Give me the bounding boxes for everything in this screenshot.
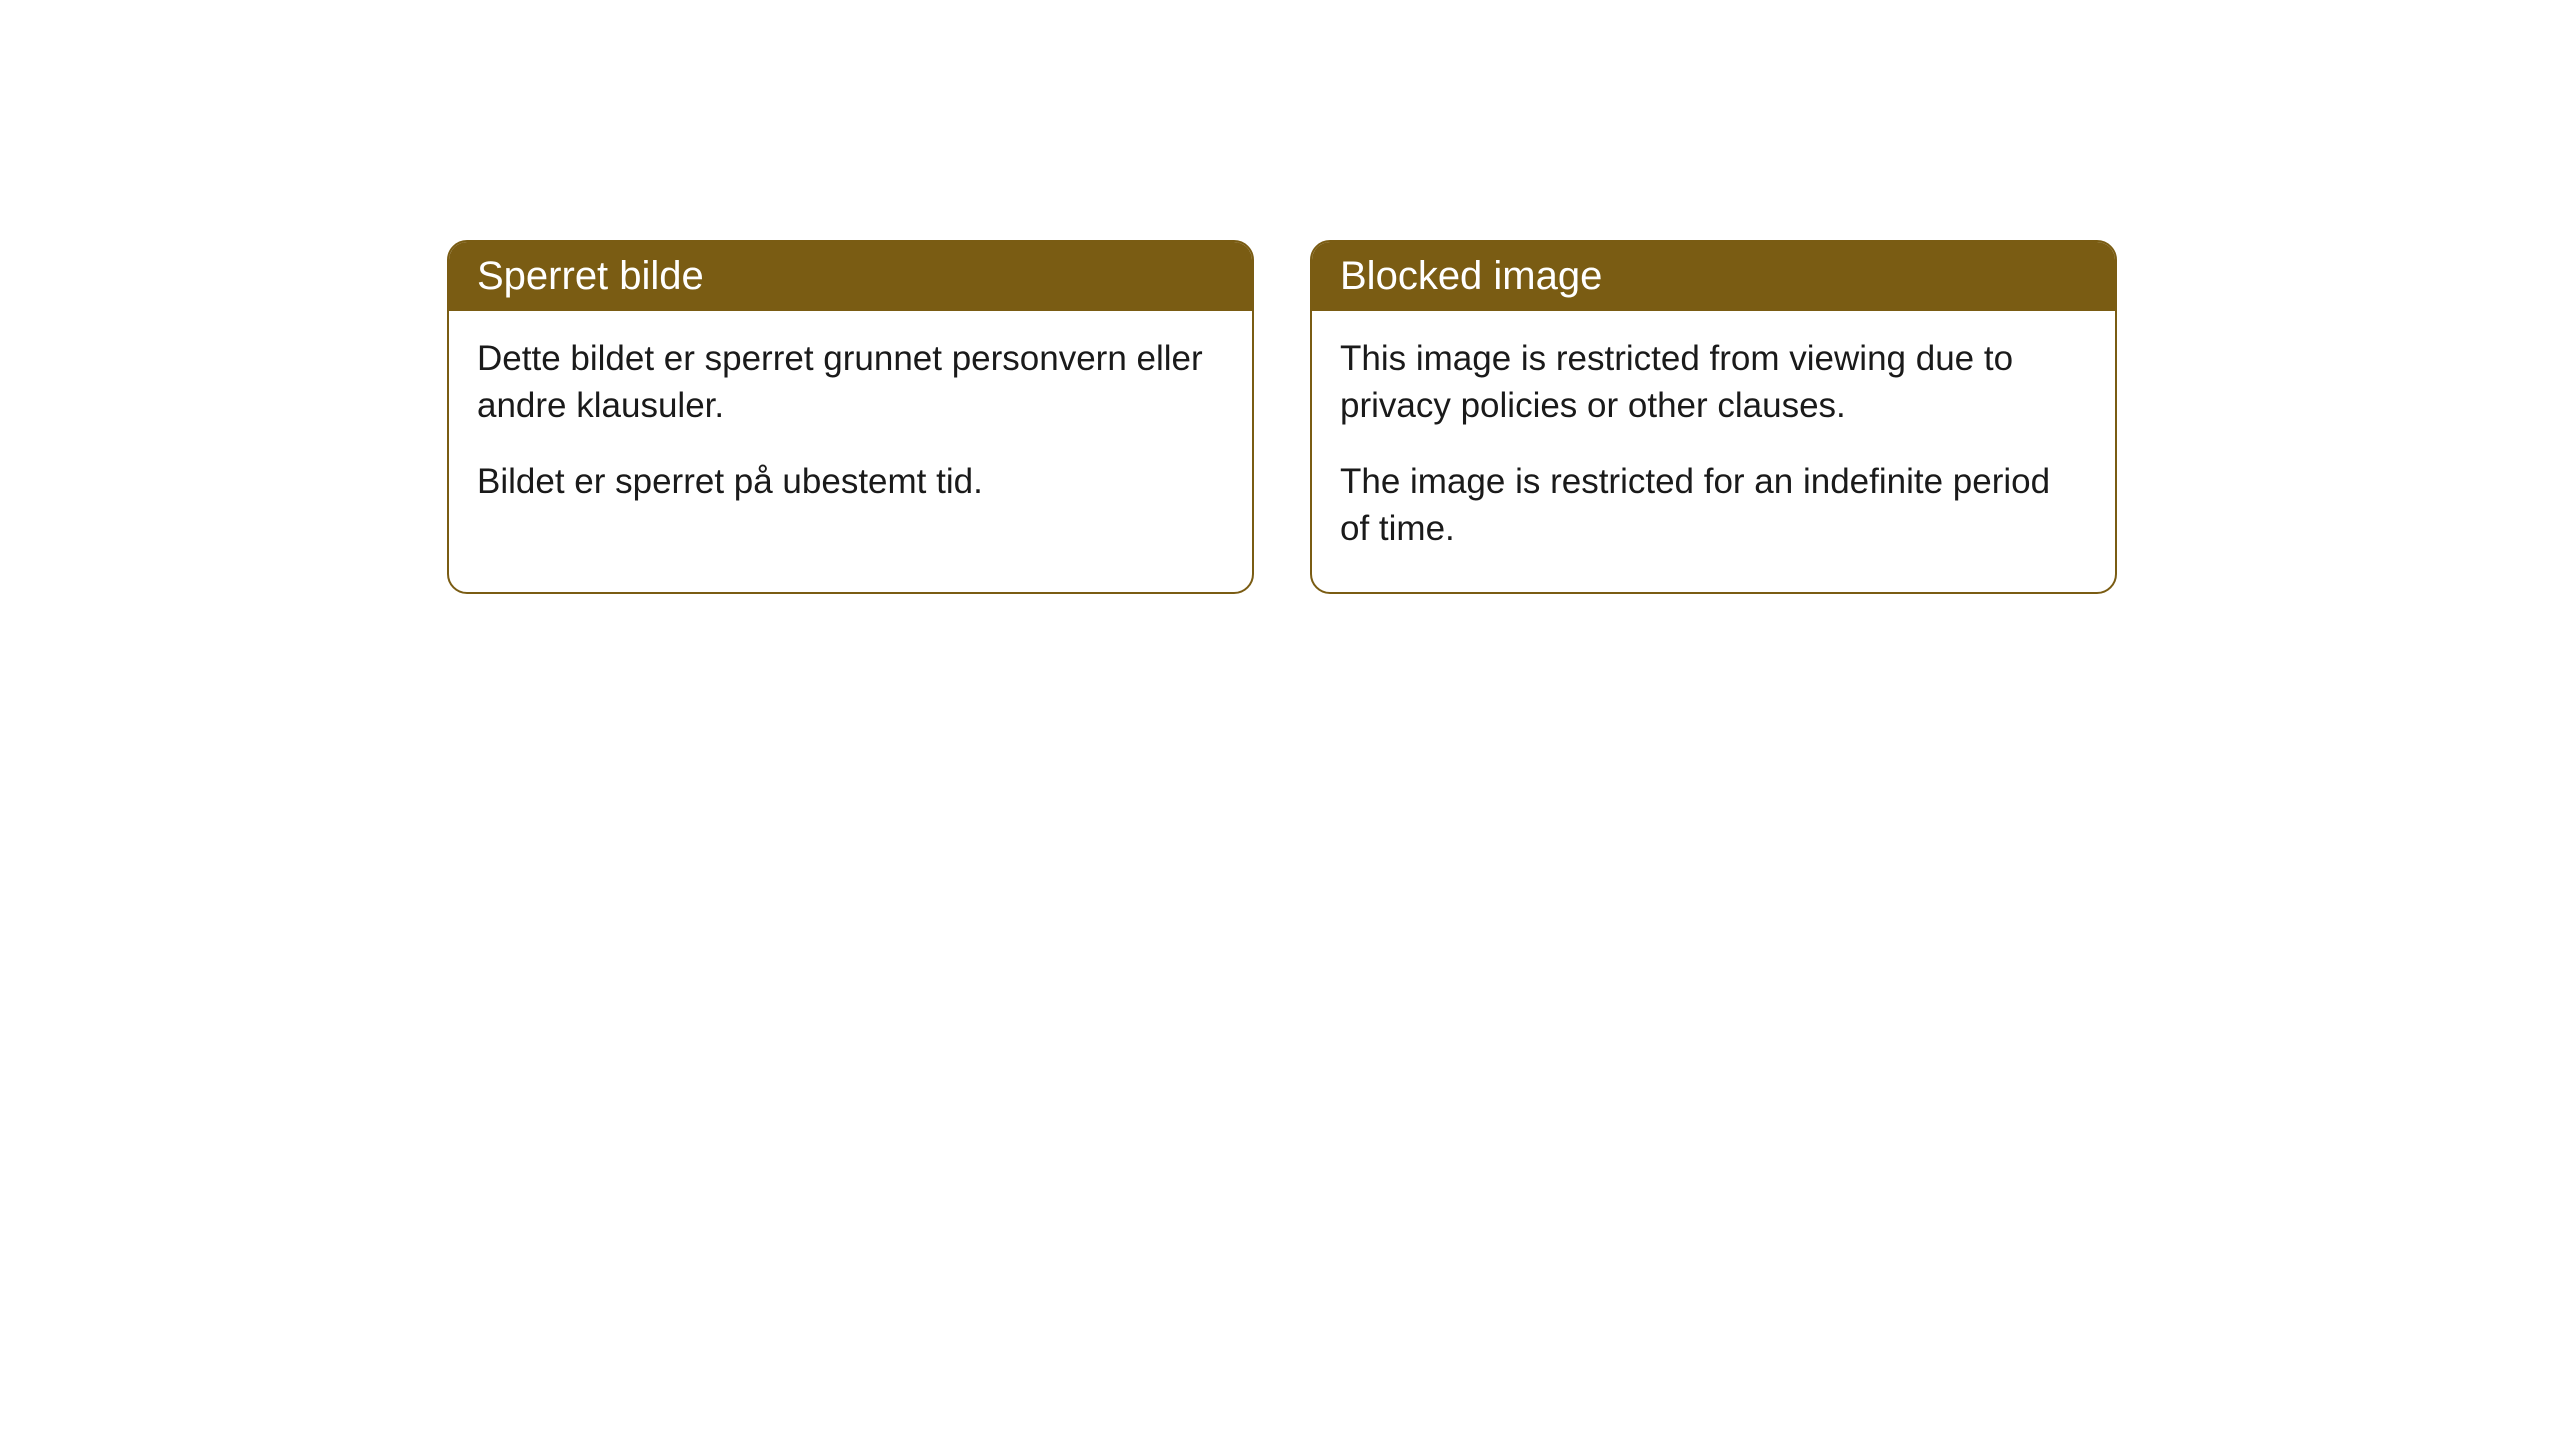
card-header-norwegian: Sperret bilde — [449, 242, 1252, 311]
card-norwegian: Sperret bilde Dette bildet er sperret gr… — [447, 240, 1254, 594]
card-title-english: Blocked image — [1340, 254, 1602, 298]
card-header-english: Blocked image — [1312, 242, 2115, 311]
card-body-norwegian: Dette bildet er sperret grunnet personve… — [449, 311, 1252, 545]
card-title-norwegian: Sperret bilde — [477, 254, 704, 298]
card-paragraph2-norwegian: Bildet er sperret på ubestemt tid. — [477, 458, 1224, 505]
card-paragraph2-english: The image is restricted for an indefinit… — [1340, 458, 2087, 553]
card-body-english: This image is restricted from viewing du… — [1312, 311, 2115, 592]
card-paragraph1-norwegian: Dette bildet er sperret grunnet personve… — [477, 335, 1224, 430]
card-english: Blocked image This image is restricted f… — [1310, 240, 2117, 594]
cards-container: Sperret bilde Dette bildet er sperret gr… — [447, 240, 2117, 594]
card-paragraph1-english: This image is restricted from viewing du… — [1340, 335, 2087, 430]
